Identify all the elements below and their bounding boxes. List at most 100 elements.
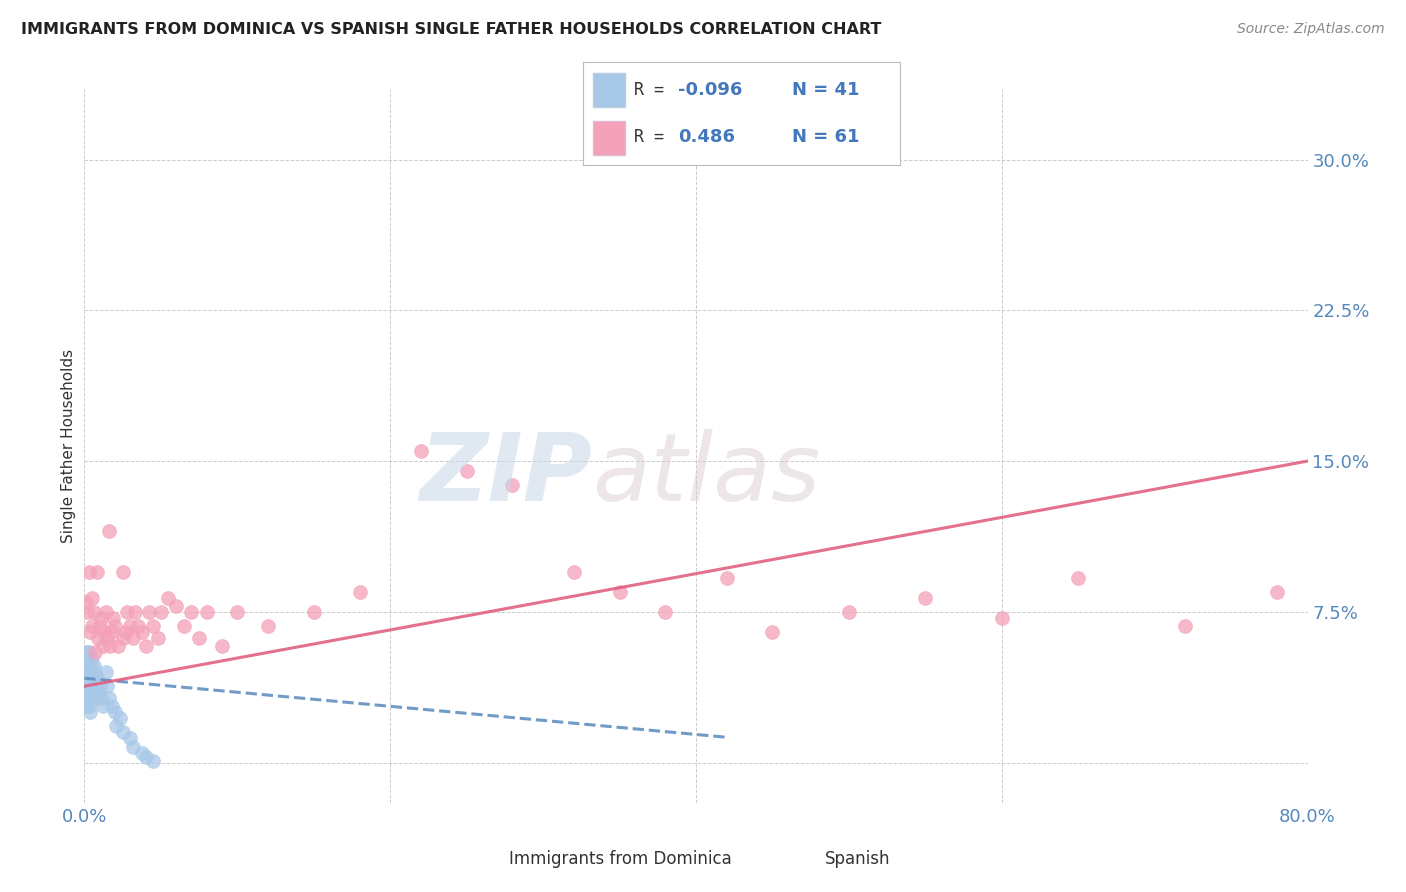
Point: [131, 624, 153, 639]
Text: IMMIGRANTS FROM DOMINICA VS SPANISH SINGLE FATHER HOUSEHOLDS CORRELATION CHART: IMMIGRANTS FROM DOMINICA VS SPANISH SING…: [21, 22, 882, 37]
Point: [80, 671, 103, 685]
Point: [108, 711, 131, 725]
Point: [120, 619, 142, 633]
Point: [76, 691, 98, 706]
Point: [77, 679, 100, 693]
Point: [76, 665, 98, 680]
Point: [195, 605, 218, 619]
Y-axis label: Single Father Households: Single Father Households: [60, 349, 76, 543]
Point: [84, 645, 107, 659]
Point: [101, 699, 124, 714]
Point: [94, 605, 117, 619]
Point: [456, 464, 478, 478]
Point: [79, 706, 101, 720]
Point: [97, 691, 120, 706]
Point: [75, 645, 97, 659]
Text: R =: R =: [634, 128, 685, 146]
Point: [124, 605, 146, 619]
Point: [79, 659, 101, 673]
Bar: [593, 73, 624, 106]
Point: [173, 619, 195, 633]
Point: [89, 619, 111, 633]
Point: [302, 605, 325, 619]
Point: [75, 659, 97, 673]
Point: [114, 624, 136, 639]
Point: [80, 691, 103, 706]
Point: [96, 679, 118, 693]
Text: R =: R =: [634, 81, 673, 99]
Point: [122, 631, 145, 645]
Point: [80, 619, 103, 633]
Point: [104, 706, 127, 720]
Point: [654, 605, 676, 619]
Point: [80, 591, 103, 605]
Point: [149, 605, 172, 619]
Point: [716, 571, 738, 585]
Point: [761, 624, 783, 639]
Point: [83, 605, 105, 619]
Text: atlas: atlas: [592, 429, 820, 520]
Text: Immigrants from Dominica: Immigrants from Dominica: [509, 850, 731, 868]
Point: [87, 631, 110, 645]
Point: [111, 631, 134, 645]
Point: [188, 631, 211, 645]
Point: [77, 699, 100, 714]
Text: N = 41: N = 41: [793, 81, 860, 99]
Point: [101, 624, 124, 639]
Point: [79, 624, 101, 639]
Point: [142, 754, 165, 768]
Point: [111, 565, 134, 579]
Point: [107, 639, 129, 653]
Point: [838, 605, 860, 619]
Point: [84, 691, 107, 706]
Point: [609, 584, 631, 599]
Point: [120, 731, 142, 746]
Point: [257, 619, 280, 633]
Bar: [593, 121, 624, 155]
Point: [127, 619, 149, 633]
Point: [165, 599, 187, 613]
Point: [103, 611, 125, 625]
Point: [105, 719, 128, 733]
Point: [96, 631, 118, 645]
Point: [157, 591, 180, 605]
Point: [77, 565, 100, 579]
Point: [115, 605, 138, 619]
Point: [87, 685, 110, 699]
Point: [90, 691, 112, 706]
Point: [131, 746, 153, 760]
Point: [135, 639, 157, 653]
Point: [1265, 584, 1288, 599]
Point: [180, 605, 202, 619]
Point: [86, 565, 108, 579]
Point: [84, 665, 107, 680]
Text: 0.486: 0.486: [678, 128, 735, 146]
Point: [122, 739, 145, 754]
Point: [90, 611, 112, 625]
Point: [75, 595, 97, 609]
Point: [80, 651, 103, 665]
Point: [89, 679, 111, 693]
Point: [135, 749, 157, 764]
Text: Source: ZipAtlas.com: Source: ZipAtlas.com: [1237, 22, 1385, 37]
Point: [79, 679, 101, 693]
Point: [86, 671, 108, 685]
Point: [94, 665, 117, 680]
Point: [75, 671, 97, 685]
Point: [1067, 571, 1090, 585]
Point: [562, 565, 585, 579]
Point: [138, 605, 160, 619]
Text: -0.096: -0.096: [678, 81, 742, 99]
Point: [77, 659, 100, 673]
Text: ZIP: ZIP: [419, 428, 592, 521]
Point: [93, 624, 115, 639]
Point: [1174, 619, 1197, 633]
Point: [75, 683, 97, 698]
Point: [76, 651, 98, 665]
Point: [77, 645, 100, 659]
Point: [111, 725, 134, 739]
Point: [991, 611, 1014, 625]
Point: [914, 591, 936, 605]
Point: [76, 679, 98, 693]
Point: [83, 659, 105, 673]
